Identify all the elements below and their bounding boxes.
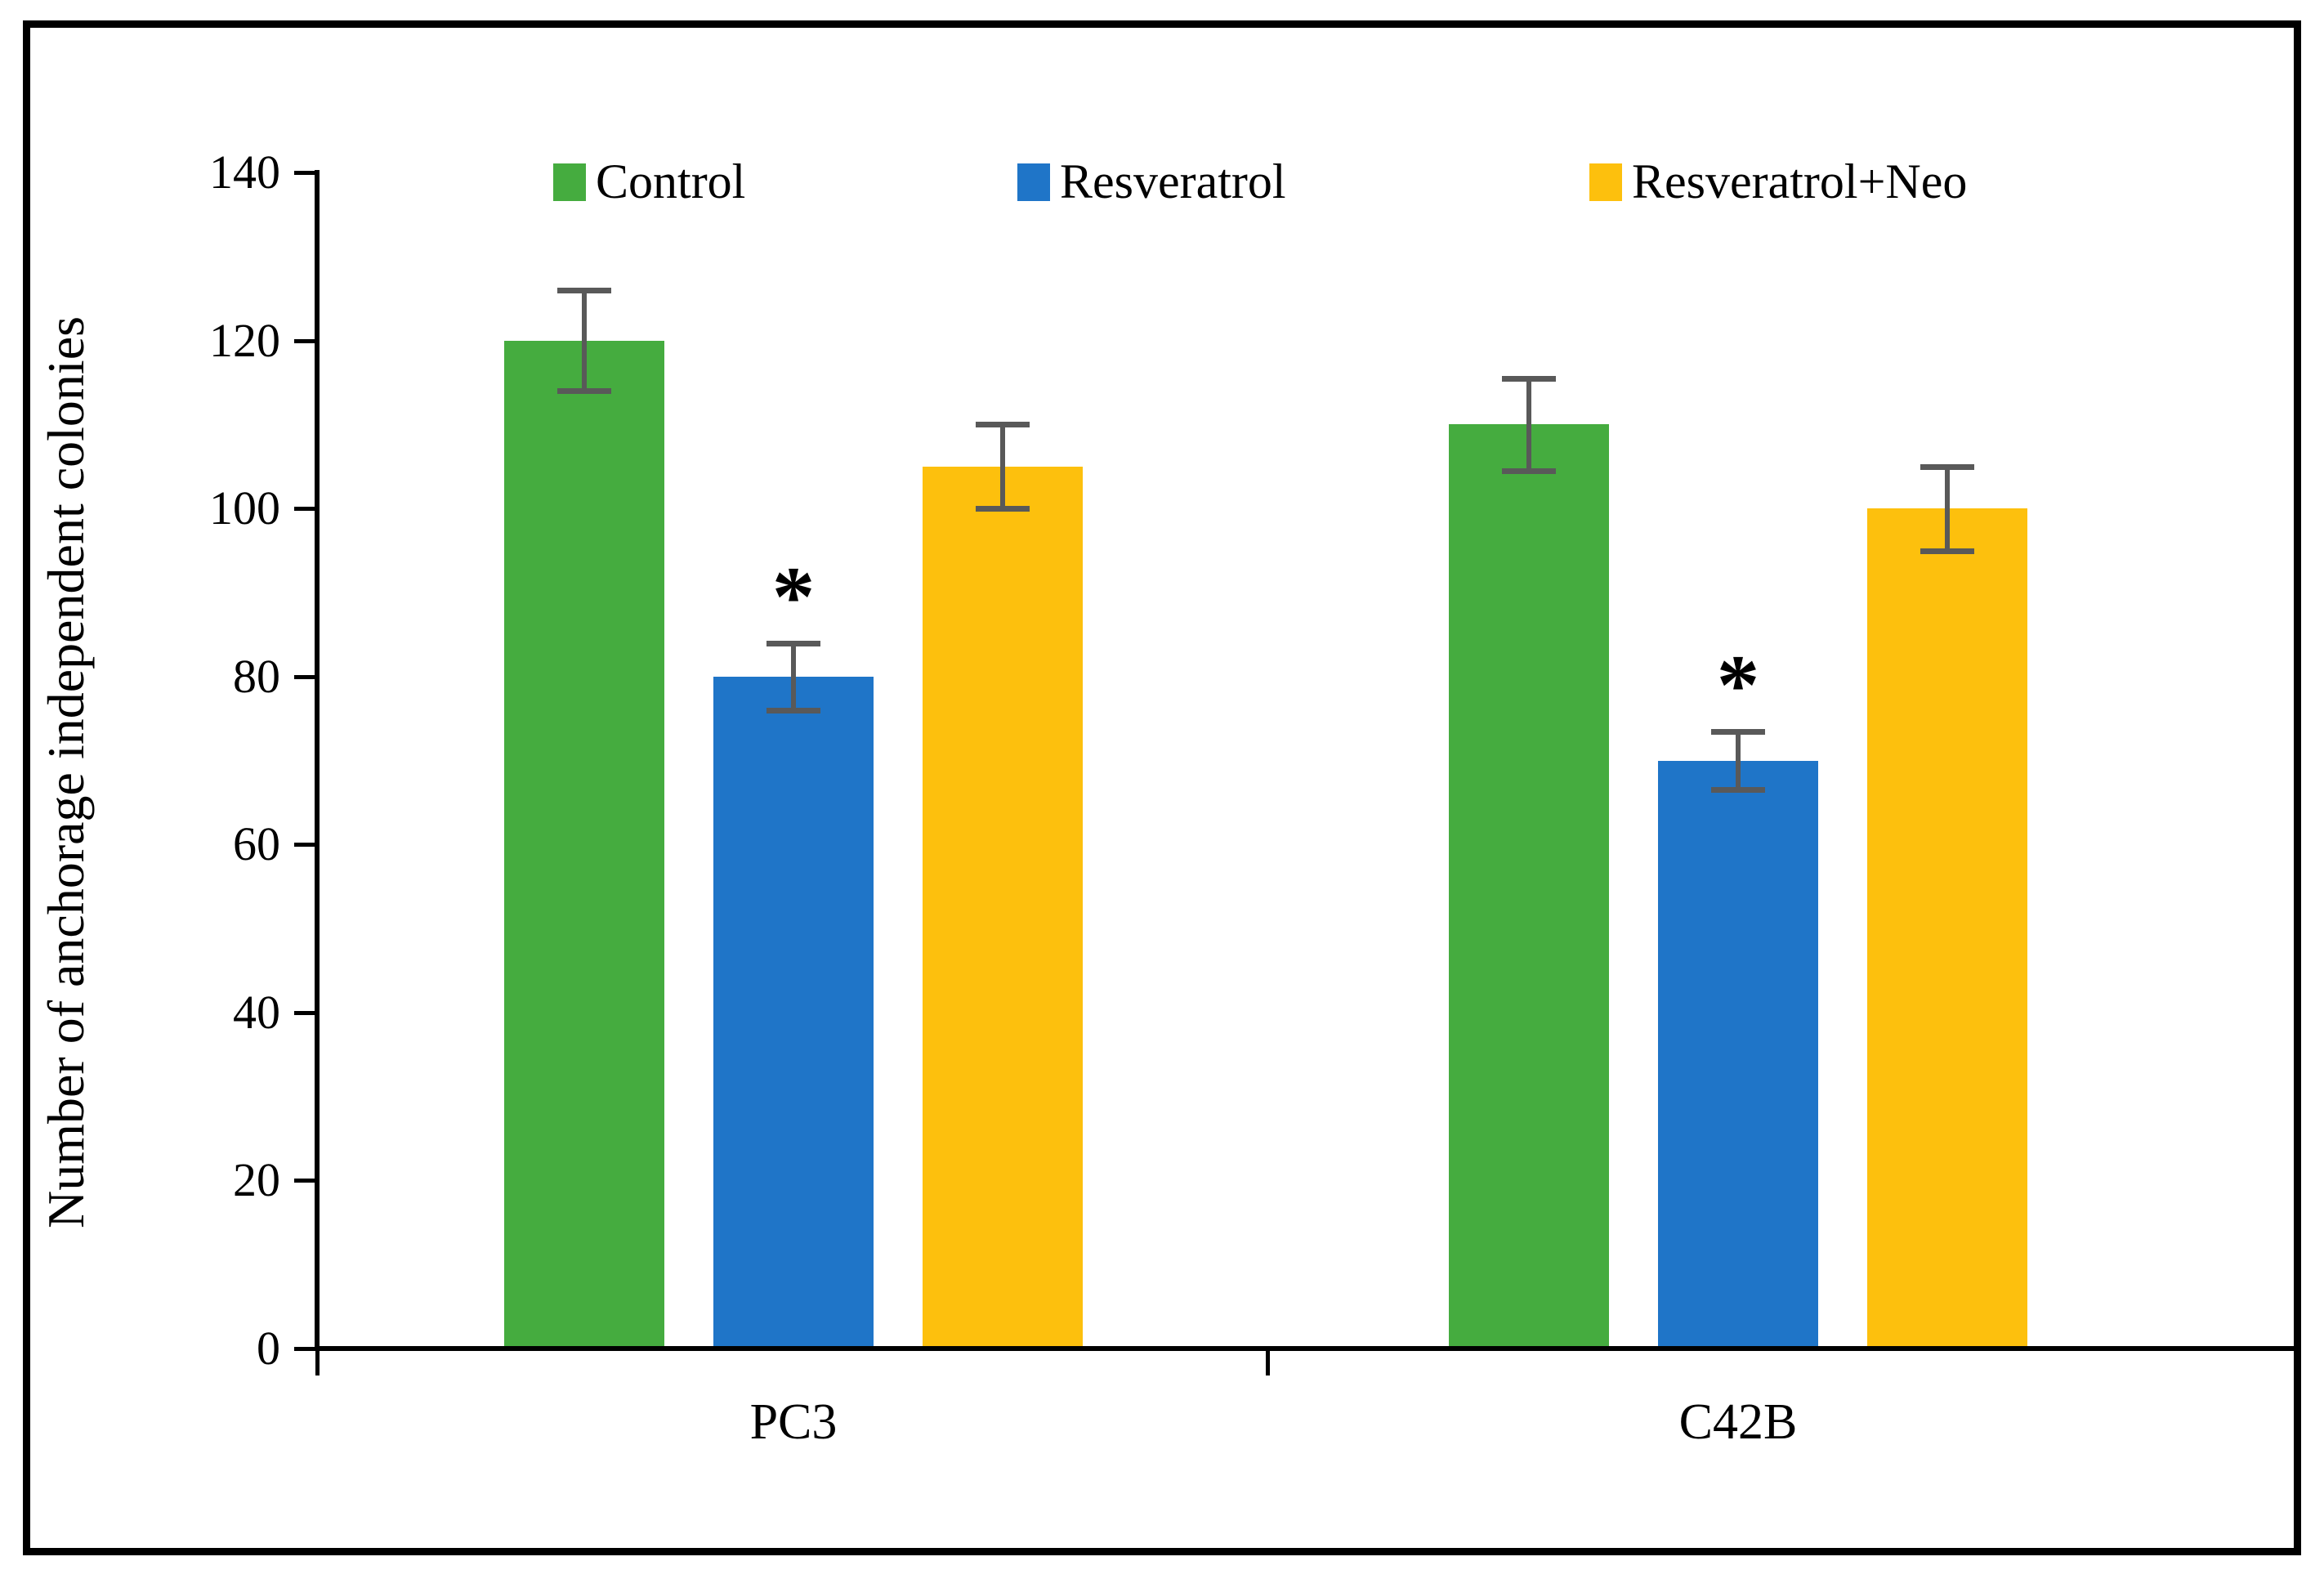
legend-label-resveratrol-neo: Resveratrol+Neo (1632, 154, 1968, 208)
bar-pc3-control (504, 340, 664, 1347)
error-bar-cap-bottom-c42b-resveratrol-neo (1920, 548, 1974, 554)
x-tick-0 (315, 1351, 320, 1375)
bar-pc3-resveratrol-neo (923, 466, 1083, 1347)
legend-swatch-control (553, 163, 586, 201)
error-bar-c42b-resveratrol-neo (1945, 466, 1950, 551)
error-bar-cap-top-c42b-resveratrol (1711, 728, 1765, 735)
error-bar-c42b-resveratrol (1736, 731, 1741, 790)
y-tick-20 (294, 1179, 317, 1183)
error-bar-cap-top-pc3-resveratrol (766, 640, 820, 646)
y-tick-label-0: 0 (257, 1322, 280, 1375)
error-bar-c42b-control (1526, 378, 1531, 471)
bar-c42b-resveratrol (1658, 760, 1818, 1347)
legend-label-control: Control (596, 154, 746, 208)
error-bar-cap-bottom-pc3-resveratrol (766, 707, 820, 713)
error-bar-cap-top-pc3-control (557, 287, 611, 293)
y-tick-label-140: 140 (209, 145, 280, 199)
error-bar-pc3-resveratrol (791, 642, 796, 710)
y-axis-line (315, 170, 320, 1351)
y-tick-80 (294, 674, 317, 679)
y-tick-label-120: 120 (209, 313, 280, 367)
y-tick-label-80: 80 (233, 649, 280, 703)
y-tick-120 (294, 338, 317, 343)
y-tick-40 (294, 1010, 317, 1015)
x-axis-line (315, 1346, 2301, 1351)
x-tick-1 (1266, 1351, 1270, 1375)
y-tick-100 (294, 507, 317, 512)
bar-pc3-resveratrol (713, 676, 874, 1347)
y-tick-label-40: 40 (233, 985, 280, 1039)
y-tick-0 (294, 1347, 317, 1351)
y-tick-label-100: 100 (209, 481, 280, 535)
bar-c42b-control (1449, 424, 1609, 1347)
bar-c42b-resveratrol-neo (1867, 508, 2027, 1347)
error-bar-cap-bottom-c42b-control (1502, 467, 1556, 474)
error-bar-cap-top-c42b-resveratrol-neo (1920, 463, 1974, 470)
category-label-c42b: C42B (1678, 1394, 1798, 1450)
legend-label-resveratrol: Resveratrol (1060, 154, 1286, 208)
x-tick-2 (2296, 1351, 2300, 1375)
error-bar-cap-bottom-pc3-control (557, 388, 611, 395)
y-tick-60 (294, 843, 317, 848)
error-bar-pc3-resveratrol-neo (1000, 424, 1005, 509)
y-axis-title: Number of anchorage independent colonies (37, 315, 95, 1229)
error-bar-pc3-control (582, 289, 587, 391)
significance-asterisk-c42b-resveratrol: * (1716, 636, 1760, 732)
y-tick-label-60: 60 (233, 817, 280, 871)
figure-border (23, 20, 2301, 1555)
significance-asterisk-pc3-resveratrol: * (771, 548, 816, 644)
y-tick-140 (294, 171, 317, 175)
error-bar-cap-top-pc3-resveratrol-neo (976, 422, 1030, 428)
legend-swatch-resveratrol (1017, 163, 1050, 201)
y-tick-label-20: 20 (233, 1153, 280, 1207)
error-bar-cap-bottom-c42b-resveratrol (1711, 787, 1765, 794)
category-label-pc3: PC3 (749, 1394, 838, 1450)
error-bar-cap-bottom-pc3-resveratrol-neo (976, 506, 1030, 512)
legend-swatch-resveratrol-neo (1589, 163, 1622, 201)
error-bar-cap-top-c42b-control (1502, 375, 1556, 382)
